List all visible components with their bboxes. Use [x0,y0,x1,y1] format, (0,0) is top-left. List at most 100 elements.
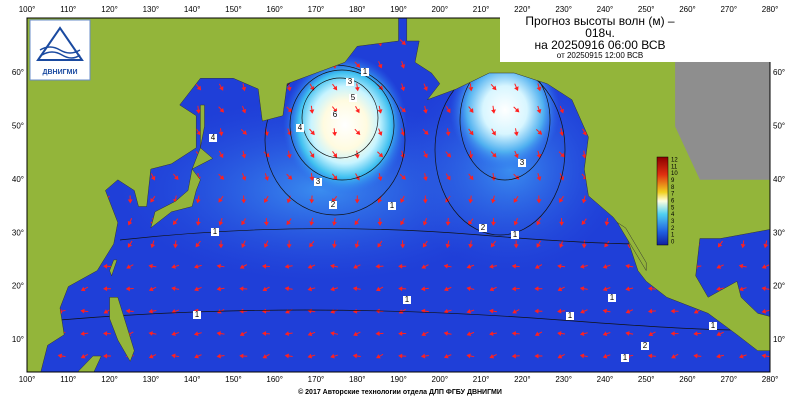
arrow [513,106,520,113]
title-box [500,14,785,62]
arrow [400,195,405,204]
contour-label: 3 [520,158,525,167]
arrow-head [309,199,315,204]
arrow [172,218,179,225]
arrow [489,308,497,314]
arrow-head [602,331,608,337]
contour-label-bg [361,68,369,76]
arrow-head [196,85,202,91]
arrow [468,150,474,159]
arrow [218,128,224,137]
arrow-head [602,264,608,269]
arrow [445,240,451,249]
arrow-head [491,152,497,158]
lon-label-bottom: 170° [308,375,325,384]
arrow [400,240,406,249]
arrow-head [398,263,403,269]
contour-label: 1 [213,227,218,236]
arrow [286,240,292,249]
arrow-head [57,353,63,359]
colorbar-label: 4 [671,212,675,218]
arrow-head [579,264,585,269]
arrow [581,240,587,249]
arrow [423,105,428,114]
arrow-head [581,154,587,159]
arrow [103,286,112,292]
arrow-head [512,309,517,314]
colorbar-label: 7 [671,192,675,198]
arrow-head [309,242,314,248]
arrow [262,286,270,292]
arrow [716,331,724,336]
arrow-head [264,131,269,137]
arrow-head [468,199,474,204]
arrow-head [400,64,406,69]
arrow-head [103,286,108,292]
arrow-head [559,198,564,203]
arrow-head [377,131,383,136]
arrow [534,331,543,336]
arrow-head [375,263,380,269]
colorbar-label: 11 [671,164,678,170]
arrow [171,353,180,359]
arrow-head [625,331,630,336]
lon-label-bottom: 200° [432,375,449,384]
arrow [468,195,474,204]
arrow [375,331,384,337]
arrow [218,195,224,203]
lon-label-top: 220° [514,5,531,14]
contour-label-bg [211,228,219,236]
lon-label-bottom: 240° [597,375,614,384]
arrow-head [330,309,336,314]
lat-label-right: 50° [773,122,785,131]
arrow [716,286,725,292]
contour-label: 4 [298,123,303,132]
contour-label-bg [621,354,629,362]
arrow-head [581,220,586,226]
arrow [354,83,360,92]
arrow [218,217,224,226]
arrow-head [398,331,403,337]
arrow-head [401,107,406,113]
arrow-head [557,331,562,336]
arrow [286,218,292,226]
lon-label-top: 120° [101,5,118,14]
arrow [670,331,679,337]
arrow [148,308,157,314]
arrow [376,353,384,359]
arrow-head [398,286,403,292]
arrow [264,217,269,226]
arrow [377,217,383,226]
arrow-head [446,108,451,114]
arrow [535,128,543,135]
arrow-head [421,331,427,336]
arrow-head [446,175,451,181]
arrow-head [218,197,223,203]
lon-label-bottom: 230° [555,375,572,384]
arrow [423,173,428,181]
arrow [218,106,225,113]
arrow-head [125,308,130,314]
arrow [332,128,338,137]
arrow-head [443,331,449,336]
lon-label-top: 260° [679,5,696,14]
contour-label-bg [388,202,396,210]
colorbar-label: 9 [671,178,675,184]
lon-label-bottom: 120° [101,375,118,384]
arrow [103,263,112,269]
arrow [513,218,519,226]
arrow [309,173,315,182]
arrow-head [195,221,201,226]
arrow-head [330,286,335,292]
arrow [423,83,428,91]
arrow [376,286,384,292]
arrow [647,286,656,292]
arrow-head [241,108,247,114]
arrow [579,331,588,337]
arrow-head [671,354,676,359]
arrow-head [262,286,268,292]
contour-label: 2 [643,341,648,350]
arrow-head [604,242,609,248]
taiwan [109,259,118,277]
arrow [261,331,270,336]
